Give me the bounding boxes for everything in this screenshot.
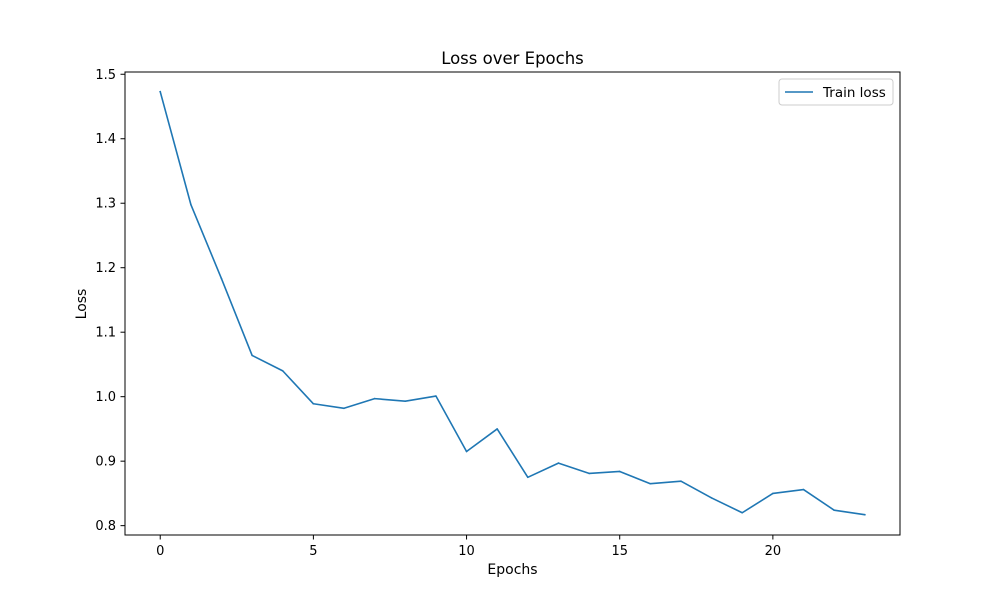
data-point (557, 462, 560, 464)
data-point (741, 511, 744, 514)
data-point (772, 492, 774, 495)
x-axis-label: Epochs (487, 562, 537, 578)
y-tick-label: 1.2 (95, 261, 116, 276)
data-point (618, 470, 621, 473)
data-point (710, 497, 713, 499)
legend-box (778, 78, 894, 106)
y-tick-label: 1.4 (95, 132, 116, 147)
y-tick-label: 1.3 (95, 197, 116, 212)
data-point (833, 509, 835, 511)
data-point (863, 513, 866, 516)
legend: Train loss (778, 78, 894, 106)
data-point (527, 476, 529, 479)
data-point (496, 428, 498, 430)
series-line-0 (159, 90, 866, 516)
legend-label: Train loss (822, 85, 886, 101)
data-point (404, 400, 407, 402)
data-point (802, 488, 805, 491)
y-tick-label: 1.1 (95, 326, 116, 341)
data-point (588, 472, 590, 475)
x-tick-label: 5 (309, 544, 317, 559)
x-tick-label: 0 (156, 544, 164, 559)
data-point (680, 480, 682, 482)
data-point (343, 407, 345, 410)
data-point (159, 90, 162, 93)
plot-area: 0 5 10 15 20 0.8 0.9 1.0 1.1 1.2 1.3 1.4 1.5 (95, 68, 901, 559)
data-point (220, 277, 223, 280)
chart-title: Loss over Epochs (441, 49, 584, 68)
data-point (312, 402, 315, 405)
data-point (649, 482, 652, 485)
data-point (190, 203, 192, 206)
y-axis-label: Loss (74, 289, 90, 320)
data-point (251, 354, 253, 357)
x-tick-label: 10 (458, 544, 475, 559)
data-point (435, 395, 437, 397)
axes-frame (124, 71, 901, 536)
y-tick-label: 1.5 (95, 68, 116, 83)
y-tick-label: 0.8 (95, 519, 116, 534)
y-tick-label: 0.9 (95, 455, 116, 470)
data-point (465, 450, 468, 453)
x-tick-label: 20 (765, 544, 782, 559)
data-point (281, 370, 284, 372)
x-tick-label: 15 (611, 544, 628, 559)
y-tick-label: 1.0 (95, 390, 116, 405)
data-point (373, 397, 376, 400)
